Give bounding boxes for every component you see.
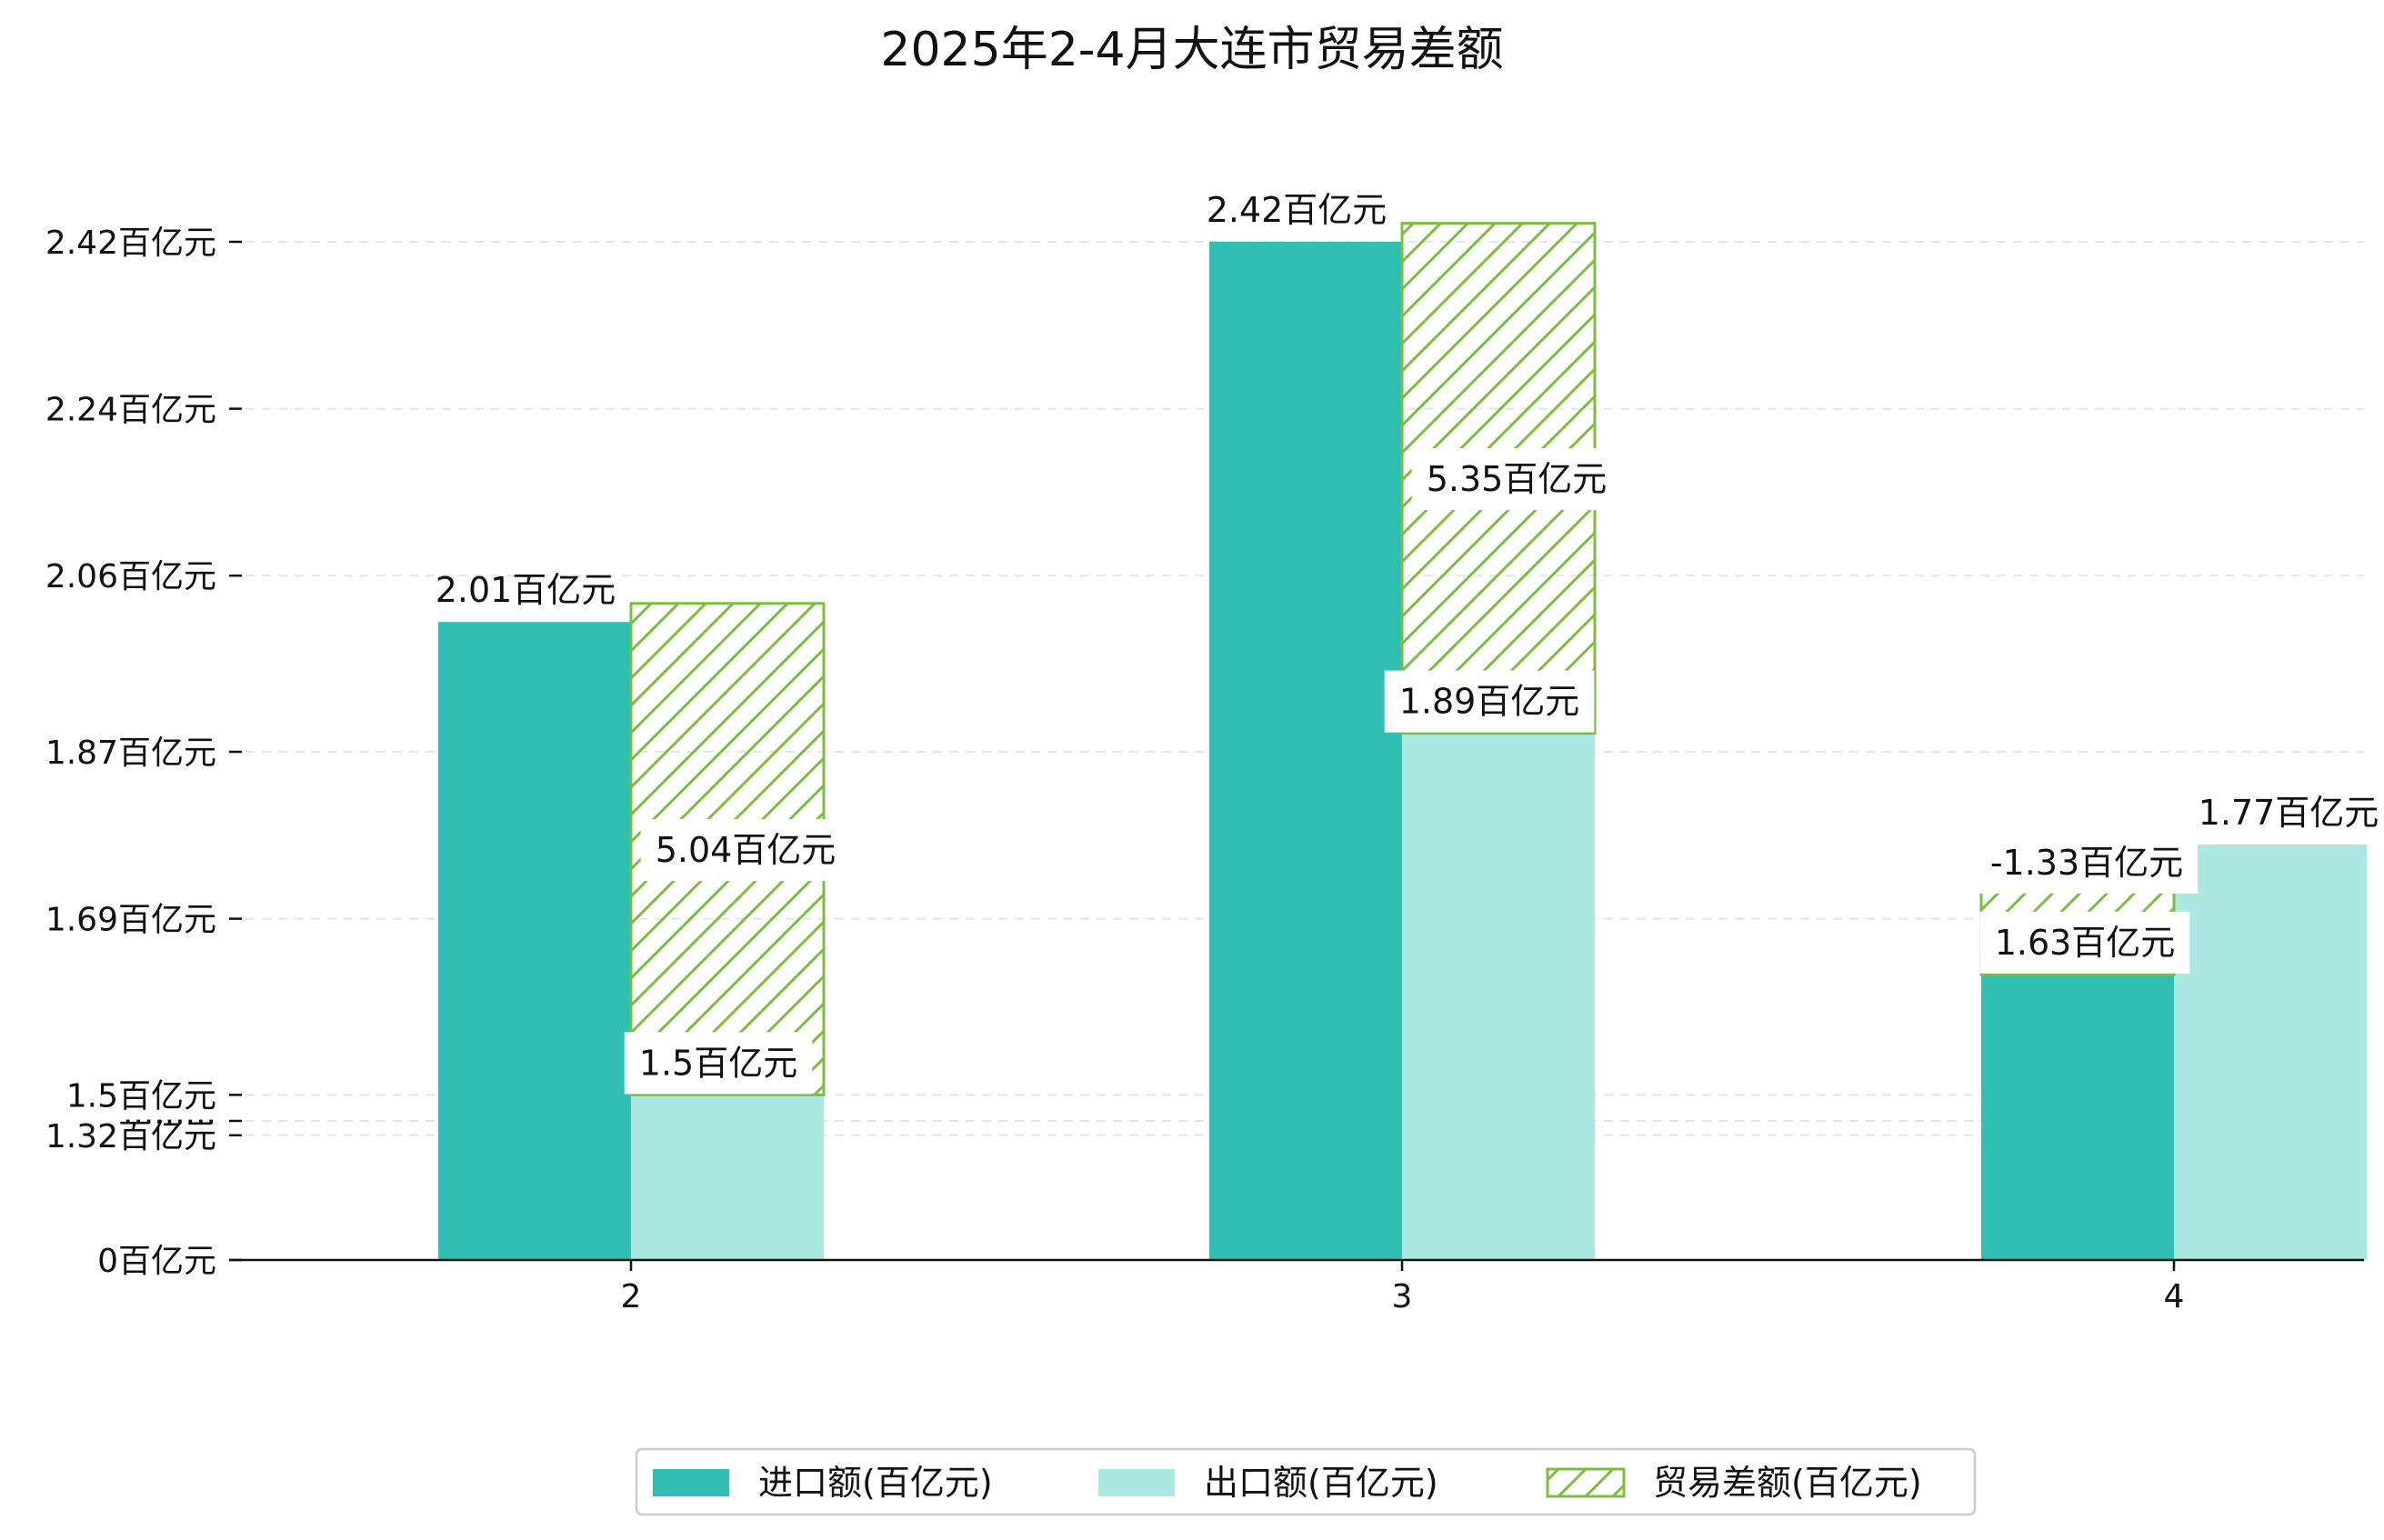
legend-box <box>635 1447 1977 1516</box>
y-tick-label: 0百亿元 <box>97 1243 216 1280</box>
label-background <box>640 819 851 882</box>
legend-label: 出口额(百亿元) <box>1204 1463 1438 1503</box>
balance-value-label: -1.33百亿元 <box>1990 843 2183 883</box>
export-bar <box>2174 845 2367 1260</box>
chart-title: 2025年2-4月大连市贸易差额 <box>880 23 1503 77</box>
label-background <box>1975 831 2199 894</box>
label-background <box>1411 448 1622 511</box>
balance-value-label: 5.04百亿元 <box>656 830 836 870</box>
legend-swatch-balance <box>1546 1467 1626 1498</box>
export-value-label: 1.89百亿元 <box>1399 682 1580 722</box>
legend-label: 贸易差额(百亿元) <box>1653 1463 1922 1503</box>
export-bar <box>631 1095 824 1260</box>
y-tick-label: ········· <box>123 1104 216 1141</box>
label-background <box>624 1032 813 1095</box>
y-tick-label: 1.32百亿元 <box>45 1118 216 1155</box>
legend-swatch-export <box>1098 1469 1175 1496</box>
x-axis: 2 3 4 <box>229 1258 2364 1315</box>
legend-label: 进口额(百亿元) <box>758 1463 993 1503</box>
legend: 进口额(百亿元) 出口额(百亿元) 贸易差额(百亿元) <box>635 1447 1977 1516</box>
export-value-label: 1.77百亿元 <box>2199 793 2379 833</box>
import-value-label: 2.01百亿元 <box>436 570 616 610</box>
y-tick-label: 1.69百亿元 <box>45 902 216 939</box>
y-tick-label: 2.24百亿元 <box>45 392 216 429</box>
export-value-label: 1.5百亿元 <box>639 1043 797 1083</box>
import-bar <box>1209 242 1402 1260</box>
y-tick-label: 2.42百亿元 <box>45 225 216 262</box>
import-value-label: 2.42百亿元 <box>1207 190 1387 230</box>
x-tick-label: 3 <box>1392 1278 1413 1315</box>
x-tick-label: 2 <box>621 1278 642 1315</box>
data-labels: 2.01百亿元 1.5百亿元 5.04百亿元 2.42百亿元 1.89百亿元 5.35百亿… <box>436 190 2379 1095</box>
import-value-label: 1.63百亿元 <box>1995 923 2176 963</box>
legend-swatch-import <box>653 1469 729 1496</box>
bars <box>438 222 2367 1260</box>
import-bar <box>438 622 631 1260</box>
import-bar <box>1981 974 2174 1260</box>
y-tick-label: 1.5百亿元 <box>66 1077 216 1115</box>
x-tick-label: 4 <box>2164 1278 2185 1315</box>
label-background <box>1979 911 2190 974</box>
y-tick-label: 2.06百亿元 <box>45 558 216 595</box>
label-background <box>1384 670 1595 733</box>
y-tick-label: 1.87百亿元 <box>45 735 216 772</box>
export-bar <box>1402 733 1595 1260</box>
balance-value-label: 5.35百亿元 <box>1427 459 1608 499</box>
